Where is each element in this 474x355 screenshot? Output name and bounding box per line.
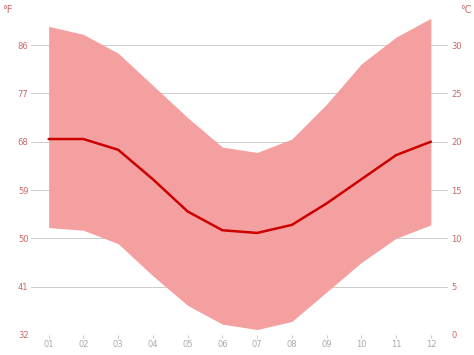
Text: °C: °C (460, 5, 471, 15)
Text: °F: °F (2, 5, 12, 15)
